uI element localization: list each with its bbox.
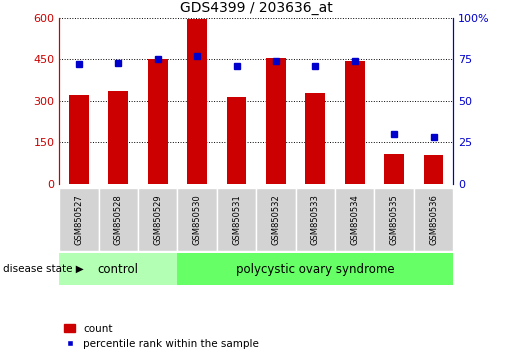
Text: polycystic ovary syndrome: polycystic ovary syndrome (236, 263, 394, 275)
Bar (335, 188, 374, 251)
Bar (138, 188, 177, 251)
Text: GSM850531: GSM850531 (232, 194, 241, 245)
Bar (266, 58, 286, 184)
Text: control: control (98, 263, 139, 275)
Bar (148, 59, 167, 184)
Bar (296, 188, 335, 251)
Bar (99, 188, 138, 251)
Bar (374, 188, 414, 251)
Bar (414, 188, 453, 251)
Text: GSM850528: GSM850528 (114, 194, 123, 245)
Bar (345, 61, 365, 184)
Bar (305, 93, 325, 184)
Bar (59, 188, 98, 251)
Text: GSM850532: GSM850532 (271, 194, 280, 245)
Title: GDS4399 / 203636_at: GDS4399 / 203636_at (180, 1, 333, 15)
Text: GSM850533: GSM850533 (311, 194, 320, 245)
Bar (256, 188, 296, 251)
Bar (227, 97, 246, 184)
Text: GSM850535: GSM850535 (390, 194, 399, 245)
Text: GSM850529: GSM850529 (153, 194, 162, 245)
Bar (384, 154, 404, 184)
Text: GSM850527: GSM850527 (75, 194, 83, 245)
Bar (177, 253, 453, 285)
Bar (69, 95, 89, 184)
Text: disease state ▶: disease state ▶ (3, 264, 83, 274)
Bar (178, 188, 217, 251)
Text: GSM850534: GSM850534 (350, 194, 359, 245)
Bar (424, 155, 443, 184)
Text: GSM850530: GSM850530 (193, 194, 201, 245)
Bar (217, 188, 256, 251)
Bar (109, 91, 128, 184)
Legend: count, percentile rank within the sample: count, percentile rank within the sample (64, 324, 259, 349)
Text: GSM850536: GSM850536 (429, 194, 438, 245)
Bar (187, 19, 207, 184)
Bar (59, 253, 177, 285)
